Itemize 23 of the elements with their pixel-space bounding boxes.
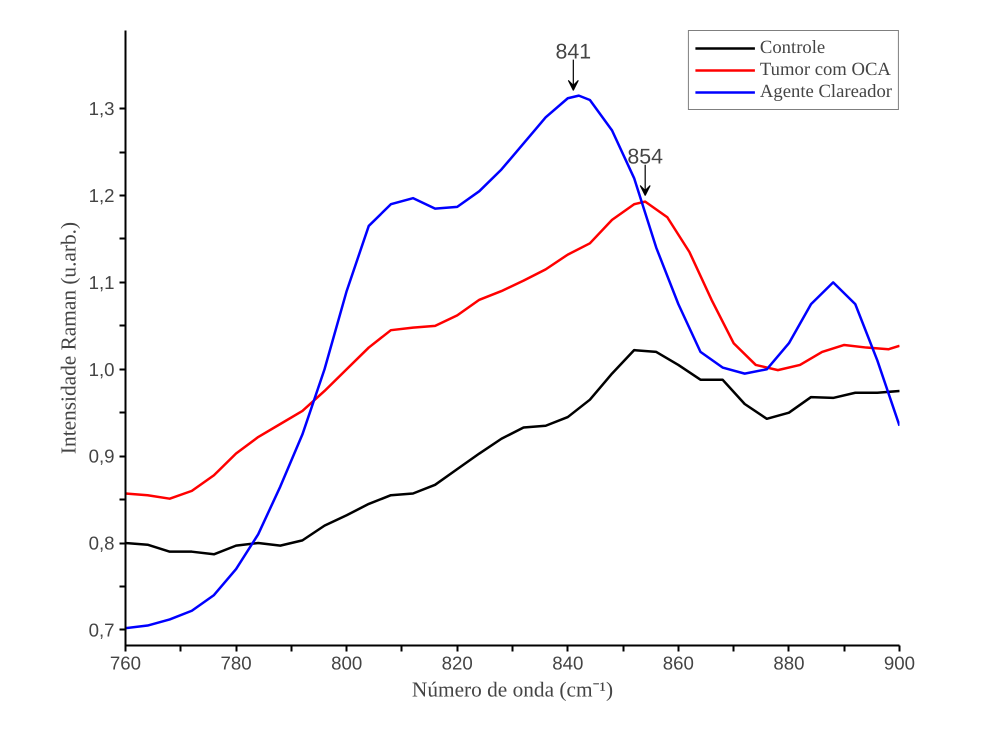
x-tick-label: 860 [662, 652, 694, 674]
y-tick-label: 1,2 [88, 185, 115, 206]
legend-label: Controle [760, 37, 826, 59]
x-tick-label: 780 [220, 652, 252, 674]
y-tick-label: 0,9 [88, 446, 115, 467]
y-tick-label: 1,3 [88, 98, 115, 120]
y-tick-label: 0,8 [88, 532, 115, 554]
x-tick-label: 820 [442, 652, 473, 674]
y-tick-label: 0,7 [88, 619, 115, 640]
x-axis-title: Número de onda (cm⁻¹) [412, 678, 614, 702]
x-tick-label: 900 [884, 652, 916, 674]
x-tick-label: 880 [773, 652, 805, 674]
x-tick-label: 800 [331, 652, 362, 674]
legend-label: Tumor com OCA [760, 59, 891, 81]
annotation: 841 [556, 39, 592, 64]
legend-label: Agente Clareador [760, 81, 892, 103]
y-tick-label: 1,0 [88, 358, 115, 380]
annotation: 854 [627, 144, 664, 168]
line-series [126, 200, 900, 500]
x-tick-label: 760 [110, 652, 142, 674]
y-axis-title: Intensidade Raman (u.arb.) [56, 222, 81, 454]
y-tick-label: 1,1 [88, 272, 115, 293]
x-tick-label: 840 [552, 652, 584, 674]
